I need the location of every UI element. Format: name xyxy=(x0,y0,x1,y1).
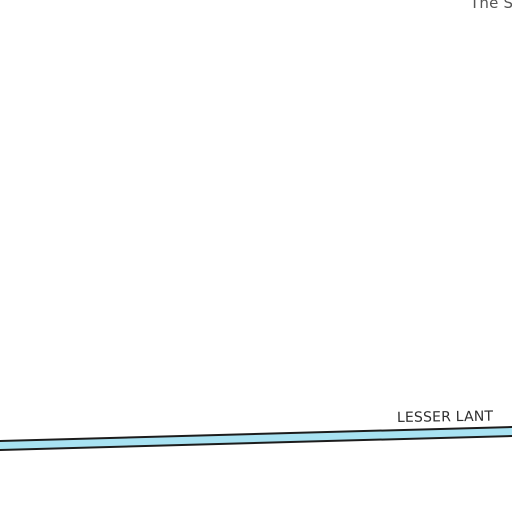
road-fill xyxy=(0,428,512,449)
place-label: The S xyxy=(470,0,512,12)
road-name-label: LESSER LANT xyxy=(396,408,494,426)
